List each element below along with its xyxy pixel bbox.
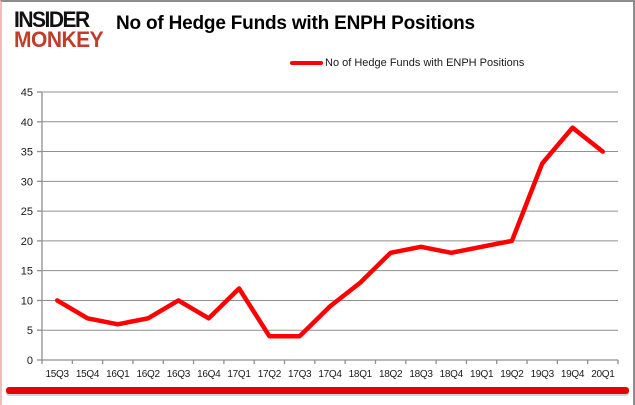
y-tick-label: 10 [21, 295, 33, 307]
logo-line-monkey: MONKEY [14, 28, 104, 53]
x-tick-label: 16Q3 [167, 369, 191, 380]
x-tick-label: 15Q4 [76, 369, 100, 380]
y-tick-label: 15 [21, 266, 33, 278]
x-tick-label: 16Q4 [197, 369, 221, 380]
x-tick-label: 16Q2 [136, 369, 160, 380]
legend: No of Hedge Funds with ENPH Positions [290, 57, 524, 69]
insider-monkey-logo: INSIDER MONKEY [14, 7, 104, 53]
x-tick-label: 15Q3 [46, 369, 70, 380]
logo-line-insider: INSIDER [14, 7, 90, 33]
x-axis-ticks [41, 360, 619, 364]
legend-line-marker [290, 61, 323, 65]
x-tick-label: 20Q1 [591, 369, 615, 380]
bottom-accent-bar [6, 387, 629, 394]
x-tick-label: 18Q1 [349, 369, 373, 380]
x-tick-label: 16Q1 [106, 369, 130, 380]
legend-label: No of Hedge Funds with ENPH Positions [325, 57, 525, 69]
y-tick-label: 5 [27, 325, 33, 337]
x-tick-label: 19Q3 [531, 369, 555, 380]
x-tick-label: 18Q4 [440, 369, 464, 380]
gridlines [42, 91, 618, 331]
x-tick-label: 17Q2 [258, 369, 282, 380]
x-tick-label: 17Q1 [227, 369, 251, 380]
x-tick-label: 19Q2 [500, 369, 524, 380]
x-tick-label: 19Q4 [561, 369, 585, 380]
y-tick-label: 40 [21, 117, 33, 129]
chart-title: No of Hedge Funds with ENPH Positions [116, 13, 475, 34]
x-tick-label: 17Q4 [318, 369, 342, 380]
x-tick-label: 18Q3 [409, 369, 433, 380]
y-tick-label: 35 [21, 147, 33, 159]
axes [41, 92, 618, 361]
y-tick-label: 0 [27, 355, 33, 367]
x-tick-label: 17Q3 [288, 369, 312, 380]
y-axis-ticks: 0 5 10 15 20 25 30 35 40 45 [21, 87, 42, 367]
series-line [54, 125, 606, 339]
y-tick-label: 25 [21, 206, 33, 218]
y-tick-label: 20 [21, 236, 33, 248]
y-tick-label: 45 [21, 87, 33, 99]
x-tick-label: 18Q2 [379, 369, 403, 380]
x-axis-labels: 15Q3 15Q4 16Q1 16Q2 16Q3 16Q4 17Q1 17Q2 17Q3 17Q4… [46, 369, 616, 380]
x-tick-label: 19Q1 [470, 369, 494, 380]
y-tick-label: 30 [21, 176, 33, 188]
